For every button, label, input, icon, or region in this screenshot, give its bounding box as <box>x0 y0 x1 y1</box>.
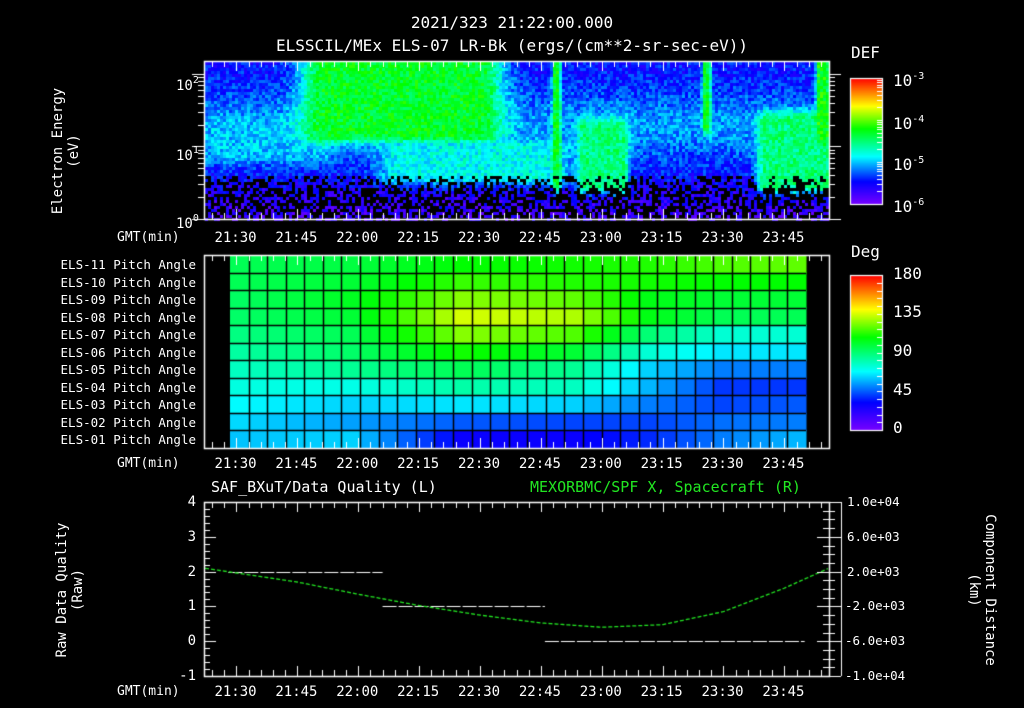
gmt-label-3: GMT(min) <box>117 684 180 699</box>
quality-axis-label-line1: Raw Data Quality <box>54 522 70 658</box>
quality-tick-label: 0 <box>187 633 196 650</box>
time-tick-label: 23:30 <box>701 456 744 472</box>
pitch-angle-row-label: ELS-02 Pitch Angle <box>60 414 196 430</box>
plot-timestamp: 2021/323 21:22:00.000 <box>410 13 614 32</box>
def-tick-1e-4: 10-4 <box>893 114 925 133</box>
deg-tick-45: 45 <box>893 380 913 399</box>
time-tick-label: 21:30 <box>214 684 257 700</box>
deg-colorbar-label: Deg <box>851 242 880 261</box>
pitch-angle-row-label: ELS-10 Pitch Angle <box>60 274 196 290</box>
time-tick-label: 23:45 <box>762 230 805 246</box>
time-tick-label: 22:45 <box>518 684 561 700</box>
def-tick-1e-6: 10-6 <box>893 197 925 216</box>
time-tick-label: 22:15 <box>397 456 440 472</box>
time-tick-label: 22:00 <box>336 684 379 700</box>
time-tick-label: 22:30 <box>457 684 501 700</box>
plot-subtitle: ELSSCIL/MEx ELS-07 LR-Bk (ergs/(cm**2-sr… <box>275 36 748 55</box>
time-tick-label: 22:15 <box>397 684 440 700</box>
time-tick-label: 22:00 <box>336 456 379 472</box>
def-tick-1e-3: 10-3 <box>893 71 925 90</box>
time-tick-label: 22:30 <box>457 456 501 472</box>
energy-tick-10: 101 <box>176 145 199 164</box>
distance-axis-label-line1: Component Distance <box>982 514 998 666</box>
energy-tick-1: 100 <box>176 213 199 232</box>
time-tick-label: 22:00 <box>336 230 379 246</box>
quality-tick-label: 3 <box>187 528 196 545</box>
quality-tick-label: 2 <box>187 563 196 580</box>
pitch-angle-row-label: ELS-09 Pitch Angle <box>60 292 196 308</box>
pitch-angle-row-label: ELS-04 Pitch Angle <box>60 379 196 395</box>
time-tick-label: 23:15 <box>640 456 683 472</box>
distance-tick-label: -1.0e+04 <box>845 668 906 683</box>
distance-tick-label: -2.0e+03 <box>845 598 906 614</box>
distance-tick-label: 2.0e+03 <box>847 563 900 579</box>
time-tick-label: 23:15 <box>640 230 683 246</box>
time-tick-label: 21:45 <box>275 456 318 472</box>
pitch-angle-row-label: ELS-01 Pitch Angle <box>60 432 196 448</box>
gmt-label-2: GMT(min) <box>117 456 180 471</box>
quality-tick-label: 4 <box>187 494 196 510</box>
time-tick-label: 21:30 <box>214 230 257 246</box>
time-tick-label: 21:45 <box>275 684 318 700</box>
time-tick-label: 23:30 <box>701 684 744 700</box>
energy-axis-label-line2: (eV) <box>66 134 82 168</box>
time-tick-label: 23:30 <box>701 230 744 246</box>
quality-axis-label-line2: (Raw) <box>70 568 86 612</box>
pitch-angle-row-label: ELS-07 Pitch Angle <box>60 327 196 343</box>
deg-tick-180: 180 <box>893 264 922 283</box>
time-tick-label: 23:45 <box>762 684 805 700</box>
pitch-angle-row-label: ELS-06 Pitch Angle <box>60 344 196 360</box>
distance-tick-label: -6.0e+03 <box>845 633 906 649</box>
time-tick-label: 23:00 <box>579 456 622 472</box>
pitch-angle-row-label: ELS-05 Pitch Angle <box>60 362 196 378</box>
pitch-angle-row-label: ELS-08 Pitch Angle <box>60 309 196 325</box>
def-colorbar-label: DEF <box>851 43 880 62</box>
deg-tick-0: 0 <box>893 418 903 437</box>
time-tick-label: 22:45 <box>518 456 561 472</box>
time-tick-label: 23:45 <box>762 456 805 472</box>
spacecraft-position-title: MEXORBMC/SPF X, Spacecraft (R) <box>530 478 801 496</box>
quality-axis-label: Raw Data Quality (Raw) <box>54 515 88 665</box>
energy-axis-label: Electron Energy (eV) <box>50 76 84 226</box>
energy-axis-label-line1: Electron Energy <box>50 87 66 215</box>
distance-axis-label-line2: (km) <box>966 573 982 607</box>
time-tick-label: 22:45 <box>518 230 561 246</box>
distance-tick-label: 6.0e+03 <box>847 528 900 544</box>
time-tick-label: 21:45 <box>275 230 318 246</box>
def-tick-1e-5: 10-5 <box>893 155 925 174</box>
time-tick-label: 23:00 <box>579 684 622 700</box>
gmt-label-1: GMT(min) <box>117 230 180 245</box>
energy-tick-100: 102 <box>176 75 199 94</box>
time-tick-label: 22:30 <box>457 230 501 246</box>
pitch-angle-row-label: ELS-11 Pitch Angle <box>60 257 196 272</box>
quality-tick-label: 1 <box>187 598 196 615</box>
quality-tick-label: -1 <box>179 668 196 684</box>
time-tick-label: 23:00 <box>579 230 622 246</box>
deg-tick-90: 90 <box>893 341 913 360</box>
time-tick-label: 23:15 <box>640 684 683 700</box>
distance-tick-label: 1.0e+04 <box>847 494 900 509</box>
time-tick-label: 22:15 <box>397 230 440 246</box>
quality-title: SAF_BXuT/Data Quality (L) <box>211 478 437 496</box>
pitch-angle-row-label: ELS-03 Pitch Angle <box>60 397 196 413</box>
time-tick-label: 21:30 <box>214 456 257 472</box>
deg-tick-135: 135 <box>893 302 922 321</box>
distance-axis-label: Component Distance (km) <box>964 505 998 675</box>
